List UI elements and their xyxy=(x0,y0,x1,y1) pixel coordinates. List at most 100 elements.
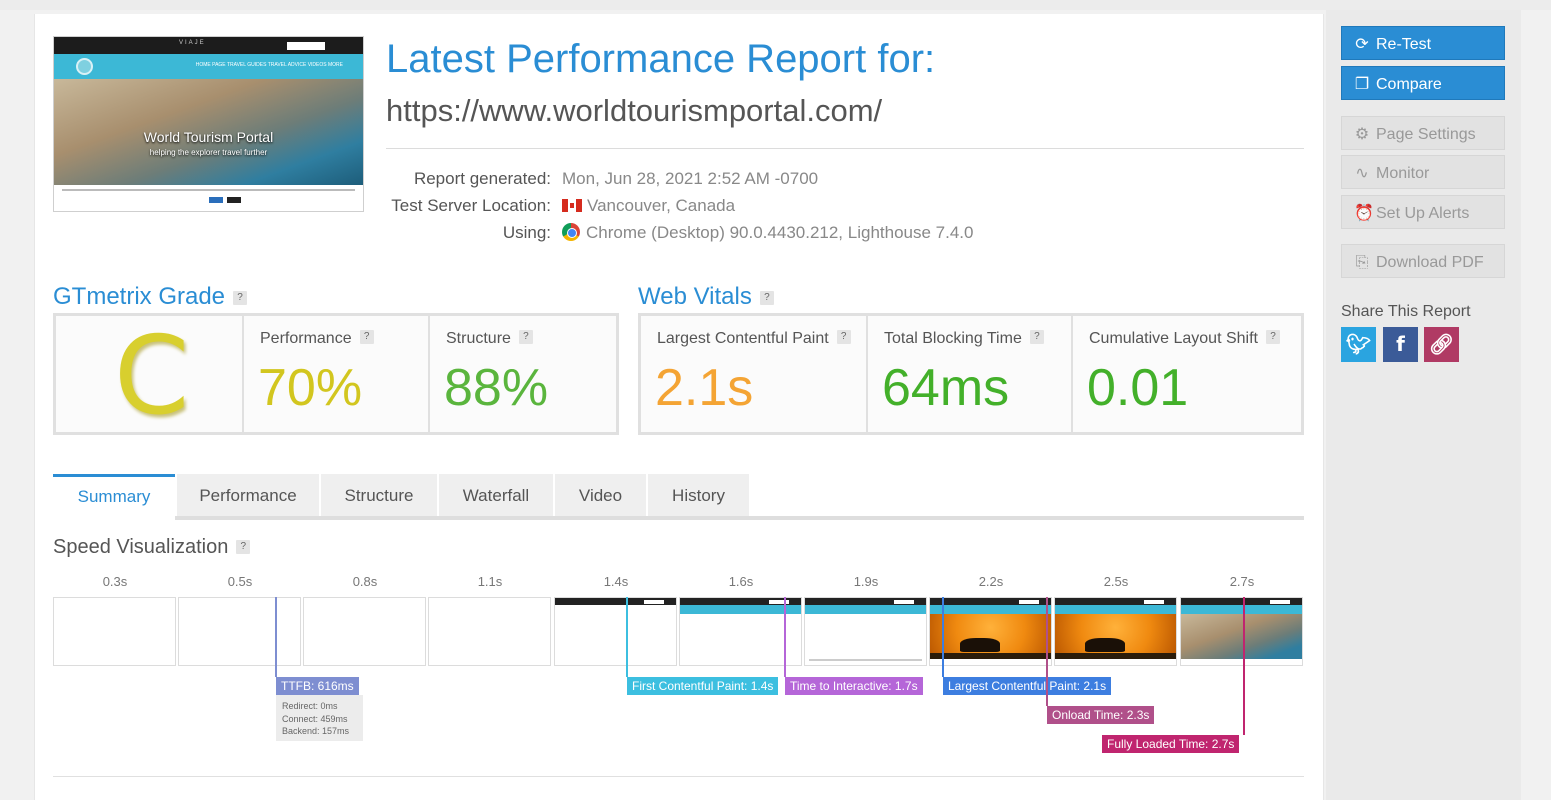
ttfb-backend: Backend: 157ms xyxy=(282,726,350,736)
twitter-share-button[interactable]: 🐦︎ xyxy=(1341,327,1376,362)
alarm-clock-icon: ⏰ xyxy=(1354,203,1374,222)
link-icon: 🔗︎ xyxy=(1428,332,1455,356)
frame-header xyxy=(930,598,1051,605)
onload-marker-label[interactable]: Onload Time: 2.3s xyxy=(1047,706,1155,724)
filmstrip-frame[interactable] xyxy=(303,597,426,666)
structure-cell: Structure? 88% xyxy=(430,316,616,432)
cls-label: Cumulative Layout Shift? xyxy=(1089,330,1280,348)
performance-help-icon[interactable]: ? xyxy=(359,330,374,344)
filmstrip-frame[interactable] xyxy=(804,597,927,666)
filmstrip-frame[interactable] xyxy=(178,597,301,666)
tab-summary[interactable]: Summary xyxy=(53,474,175,520)
meta-location-text: Vancouver, Canada xyxy=(587,196,736,215)
alerts-label: Set Up Alerts xyxy=(1376,205,1470,222)
report-url[interactable]: https://www.worldtourismportal.com/ xyxy=(386,93,883,128)
set-up-alerts-button[interactable]: ⏰ Set Up Alerts xyxy=(1341,195,1505,229)
performance-label-text: Performance xyxy=(260,330,352,347)
filmstrip-frame[interactable] xyxy=(554,597,677,666)
tti-marker-label[interactable]: Time to Interactive: 1.7s xyxy=(785,677,923,695)
frame-silhouette xyxy=(1085,638,1125,652)
section-divider xyxy=(53,776,1304,777)
tab-history[interactable]: History xyxy=(648,474,749,516)
ttfb-redirect: Redirect: 0ms xyxy=(282,701,338,711)
speed-visualization-title-text: Speed Visualization xyxy=(53,536,229,558)
ttfb-marker-label[interactable]: TTFB: 616ms xyxy=(276,677,359,695)
meta-using-text: Chrome (Desktop) 90.0.4430.212, Lighthou… xyxy=(586,223,974,242)
frame-search xyxy=(644,600,664,604)
cls-value: 0.01 xyxy=(1087,359,1189,417)
frame-time: 1.4s xyxy=(603,574,629,589)
frame-search xyxy=(894,600,914,604)
link-share-button[interactable]: 🔗︎ xyxy=(1424,327,1459,362)
ttfb-detail: Redirect: 0ms Connect: 459ms Backend: 15… xyxy=(276,695,363,741)
fully-loaded-marker-label[interactable]: Fully Loaded Time: 2.7s xyxy=(1102,735,1240,753)
thumbnail-hero: World Tourism Portal helping the explore… xyxy=(54,79,363,185)
pulse-icon: ∿ xyxy=(1355,163,1369,182)
vitals-help-icon[interactable]: ? xyxy=(759,291,774,305)
structure-value: 88% xyxy=(444,359,549,417)
fully-loaded-marker-line xyxy=(1243,597,1245,735)
frame-search xyxy=(1019,600,1039,604)
facebook-icon: f xyxy=(1396,332,1405,356)
retest-button[interactable]: ⟳ Re-Test xyxy=(1341,26,1505,60)
filmstrip-frame[interactable] xyxy=(428,597,551,666)
frame-nav xyxy=(930,605,1051,614)
tab-performance[interactable]: Performance xyxy=(177,474,319,516)
gear-icon: ⚙ xyxy=(1354,124,1370,143)
monitor-button[interactable]: ∿ Monitor xyxy=(1341,155,1505,189)
report-title: Latest Performance Report for: xyxy=(386,37,936,81)
meta-location-value: Vancouver, Canada xyxy=(562,196,735,216)
lcp-marker-label[interactable]: Largest Contentful Paint: 2.1s xyxy=(943,677,1112,695)
speed-visualization-title: Speed Visualization? xyxy=(53,536,251,559)
fcp-marker-label[interactable]: First Contentful Paint: 1.4s xyxy=(627,677,779,695)
frame-ground xyxy=(930,653,1051,659)
frame-time: 1.1s xyxy=(477,574,503,589)
thumbnail-hero-subtitle: helping the explorer travel further xyxy=(149,148,268,157)
tab-video[interactable]: Video xyxy=(555,474,646,516)
download-pdf-button[interactable]: ⎘ Download PDF xyxy=(1341,244,1505,278)
structure-help-icon[interactable]: ? xyxy=(518,330,533,344)
frame-header xyxy=(805,598,926,605)
compare-label: Compare xyxy=(1376,76,1442,93)
page-settings-label: Page Settings xyxy=(1376,126,1476,143)
grade-help-icon[interactable]: ? xyxy=(233,291,248,305)
compare-button[interactable]: ❐ Compare xyxy=(1341,66,1505,100)
web-vitals-title-text: Web Vitals xyxy=(638,283,752,310)
filmstrip-frame[interactable] xyxy=(679,597,802,666)
tab-waterfall[interactable]: Waterfall xyxy=(439,474,553,516)
meta-using-value: Chrome (Desktop) 90.0.4430.212, Lighthou… xyxy=(562,223,973,243)
frame-time: 2.5s xyxy=(1103,574,1129,589)
filmstrip-frame[interactable] xyxy=(1054,597,1177,666)
tbt-label: Total Blocking Time? xyxy=(884,330,1044,348)
speed-help-icon[interactable]: ? xyxy=(236,540,251,554)
thumbnail-cookie-bar xyxy=(54,185,363,211)
frame-time: 1.6s xyxy=(728,574,754,589)
page-settings-button[interactable]: ⚙ Page Settings xyxy=(1341,116,1505,150)
thumbnail-search-box xyxy=(287,42,325,50)
lcp-label: Largest Contentful Paint? xyxy=(657,330,851,348)
meta-location-label: Test Server Location: xyxy=(391,196,551,215)
thumbnail-brand: VIAJE xyxy=(179,40,206,46)
frame-text xyxy=(809,659,922,661)
frame-time: 2.7s xyxy=(1229,574,1255,589)
filmstrip-frame[interactable] xyxy=(929,597,1052,666)
frame-ground xyxy=(1055,653,1176,659)
frame-time: 0.3s xyxy=(102,574,128,589)
frame-time: 1.9s xyxy=(853,574,879,589)
tti-marker-line xyxy=(784,597,786,677)
filmstrip-frame[interactable] xyxy=(53,597,176,666)
canada-flag-icon xyxy=(562,199,582,212)
tab-structure[interactable]: Structure xyxy=(321,474,437,516)
frame-search xyxy=(1270,600,1290,604)
site-screenshot-thumbnail[interactable]: VIAJE HOME PAGE TRAVEL GUIDES TRAVEL ADV… xyxy=(53,36,364,212)
tbt-help-icon[interactable]: ? xyxy=(1029,330,1044,344)
tbt-label-text: Total Blocking Time xyxy=(884,330,1022,347)
performance-label: Performance? xyxy=(260,330,374,348)
meta-using-label: Using: xyxy=(502,223,551,242)
filmstrip-frame[interactable] xyxy=(1180,597,1303,666)
cls-help-icon[interactable]: ? xyxy=(1265,330,1280,344)
refresh-icon: ⟳ xyxy=(1355,34,1369,53)
facebook-share-button[interactable]: f xyxy=(1383,327,1418,362)
lcp-help-icon[interactable]: ? xyxy=(836,330,851,344)
frame-nav xyxy=(1055,605,1176,614)
